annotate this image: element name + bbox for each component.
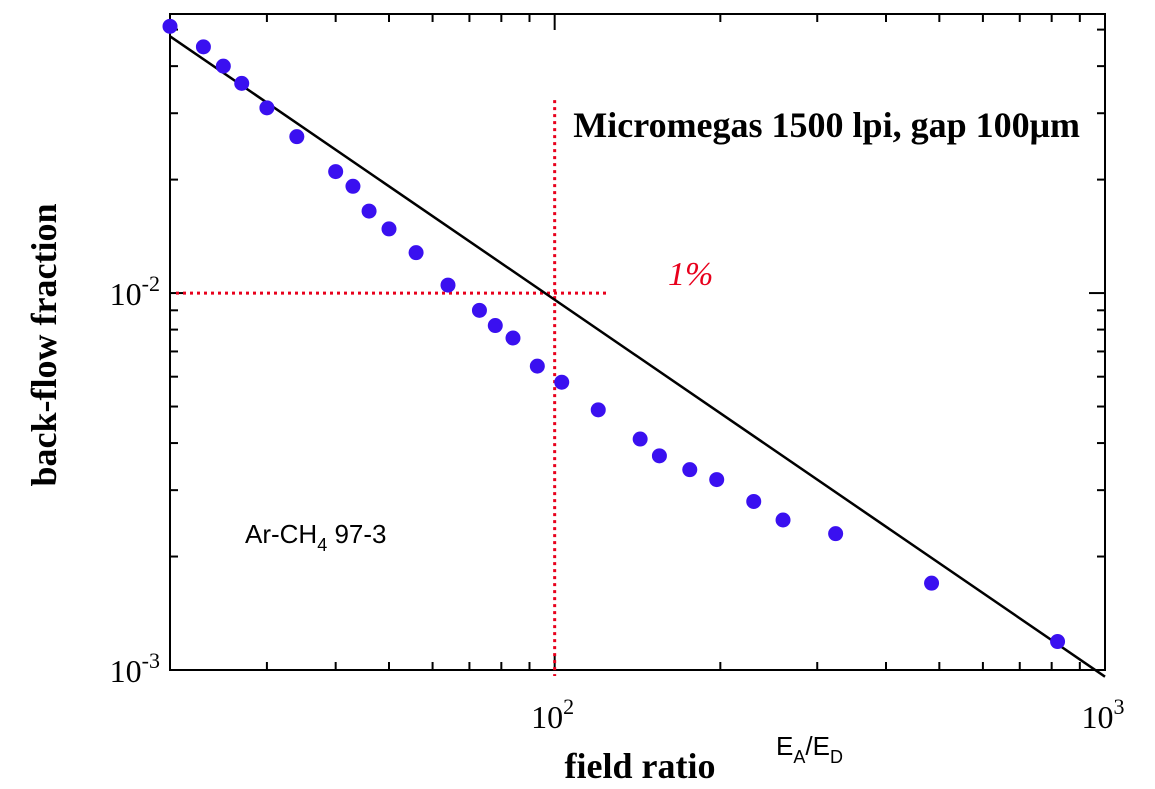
data-point xyxy=(709,472,725,488)
y-tick-label: 10-3 xyxy=(110,648,160,689)
data-point xyxy=(471,302,487,318)
y-tick-label: 10-2 xyxy=(110,271,160,312)
data-point xyxy=(487,318,503,334)
data-point xyxy=(590,402,606,418)
x-axis-secondary-label: EA/ED xyxy=(776,731,843,767)
ea-base: E xyxy=(776,731,793,761)
y-tick-label-exponent: -3 xyxy=(142,648,160,673)
x-tick-label-base: 10 xyxy=(1082,699,1114,735)
gas-subscript: 4 xyxy=(317,535,327,555)
data-points xyxy=(162,18,1066,650)
gas-mixture-annotation: Ar-CH4 97-3 xyxy=(245,519,387,555)
data-point xyxy=(234,75,250,91)
data-point xyxy=(651,448,667,464)
data-point xyxy=(746,493,762,509)
chart-title: Micromegas 1500 lpi, gap 100μm xyxy=(573,105,1080,145)
ed-subscript: D xyxy=(830,747,843,767)
ed-base: E xyxy=(813,731,830,761)
data-point xyxy=(924,575,940,591)
x-tick-label-exponent: 3 xyxy=(1114,694,1125,719)
data-point xyxy=(259,100,275,116)
data-point xyxy=(632,431,648,447)
gas-prefix: Ar-CH xyxy=(245,519,317,549)
x-tick-label-exponent: 2 xyxy=(563,694,574,719)
data-point xyxy=(328,164,344,180)
one-percent-annotation: 1% xyxy=(668,256,713,293)
y-tick-label-base: 10 xyxy=(110,653,142,689)
plot-border xyxy=(169,13,1106,671)
data-point xyxy=(828,526,844,542)
data-point xyxy=(440,277,456,293)
data-point xyxy=(289,129,305,145)
data-point xyxy=(529,358,545,374)
x-tick-label: 103 xyxy=(1082,694,1125,735)
data-point xyxy=(775,512,791,528)
data-point xyxy=(162,18,178,34)
data-point xyxy=(1050,634,1066,650)
y-tick-label-base: 10 xyxy=(110,276,142,312)
data-point xyxy=(554,374,570,390)
data-point xyxy=(408,245,424,261)
x-tick-label-base: 10 xyxy=(531,699,563,735)
gas-suffix: 97-3 xyxy=(327,519,386,549)
ratio-slash: / xyxy=(805,731,813,761)
y-tick-label-exponent: -2 xyxy=(142,271,160,296)
axis-ticks xyxy=(169,14,1106,671)
data-point xyxy=(381,221,397,237)
data-point xyxy=(345,178,361,194)
fit-line-group xyxy=(169,35,1106,678)
data-point xyxy=(505,330,521,346)
x-axis-label: field ratio xyxy=(565,746,716,786)
fit-line xyxy=(169,35,1106,678)
plot-frame xyxy=(169,13,1106,671)
data-point xyxy=(215,58,231,74)
y-axis-label: back-flow fraction xyxy=(24,204,64,487)
ea-subscript: A xyxy=(793,747,805,767)
reference-lines xyxy=(176,100,608,676)
data-point xyxy=(682,462,698,478)
data-point xyxy=(361,203,377,219)
data-point xyxy=(195,39,211,55)
x-tick-label: 102 xyxy=(531,694,574,735)
